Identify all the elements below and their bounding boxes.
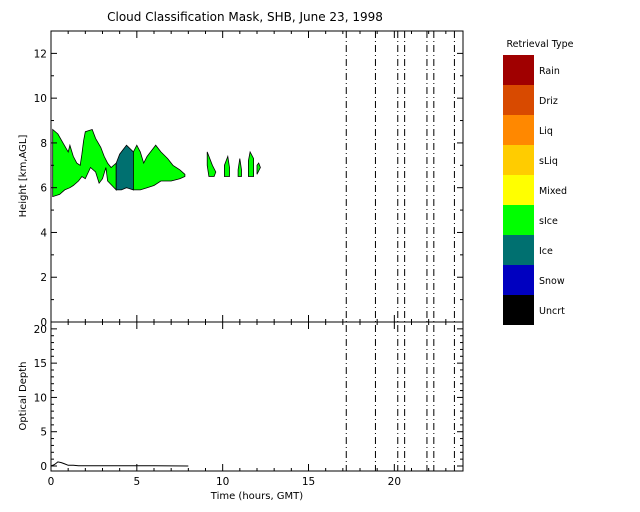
optical-depth-y-tick-label: 20 bbox=[34, 324, 47, 336]
optical-depth-plot-frame bbox=[50, 321, 464, 472]
optical-depth-y-ticks: 0 5 10 15 20 bbox=[34, 324, 463, 473]
mask-y-tick-label: 4 bbox=[40, 227, 47, 239]
mask-y-tick-label: 6 bbox=[40, 183, 47, 195]
legend-label-mixed: Mixed bbox=[539, 186, 567, 197]
legend: Retrieval Type Rain Driz Liq sLiq Mixed sIce I… bbox=[503, 39, 574, 325]
x-tick-label: 5 bbox=[133, 476, 140, 488]
legend-label-uncrt: Uncrt bbox=[539, 306, 565, 317]
legend-swatch-liq bbox=[503, 115, 534, 145]
chart-title: Cloud Classification Mask, SHB, June 23,… bbox=[107, 10, 383, 24]
optical-depth-series bbox=[50, 461, 189, 467]
cloud-region-sice-4 bbox=[223, 154, 230, 177]
mask-y-tick-label: 2 bbox=[40, 272, 47, 284]
cloud-region-sice-2 bbox=[132, 144, 186, 191]
optical-depth-y-axis-label: Optical Depth bbox=[18, 362, 29, 431]
mask-y-axis-label: Height [km,AGL] bbox=[18, 135, 29, 218]
legend-label-sice: sIce bbox=[539, 216, 558, 227]
optical-depth-y-tick-label: 0 bbox=[40, 461, 47, 473]
missing-data-lines bbox=[345, 31, 455, 471]
x-tick-label: 20 bbox=[388, 476, 401, 488]
optical-depth-y-tick-label: 15 bbox=[34, 358, 47, 370]
x-tick-label: 0 bbox=[48, 476, 55, 488]
cloud-regions bbox=[52, 128, 261, 198]
optical-depth-x-ticks: 0 5 10 15 20 bbox=[48, 322, 447, 488]
legend-swatch-driz bbox=[503, 85, 534, 115]
cloud-region-sice-6 bbox=[247, 150, 255, 177]
legend-label-rain: Rain bbox=[539, 66, 560, 77]
mask-y-tick-label: 8 bbox=[40, 138, 47, 150]
legend-label-liq: Liq bbox=[539, 126, 553, 137]
legend-swatch-rain bbox=[503, 55, 534, 85]
optical-depth-y-tick-label: 5 bbox=[40, 427, 47, 439]
legend-label-snow: Snow bbox=[539, 276, 565, 287]
x-tick-label: 10 bbox=[216, 476, 229, 488]
cloud-region-sice-7 bbox=[256, 162, 261, 175]
optical-depth-y-tick-label: 10 bbox=[34, 392, 47, 404]
legend-swatch-uncrt bbox=[503, 295, 534, 325]
legend-swatch-sice bbox=[503, 205, 534, 235]
cloud-mask-panel: 0 2 4 6 8 10 12 Height [km,AGL] bbox=[18, 30, 464, 329]
legend-label-ice: Ice bbox=[539, 246, 553, 257]
legend-label-driz: Driz bbox=[539, 96, 558, 107]
mask-y-tick-label: 10 bbox=[34, 93, 47, 105]
legend-swatch-mixed bbox=[503, 175, 534, 205]
mask-y-tick-label: 12 bbox=[34, 48, 47, 60]
legend-swatch-sliq bbox=[503, 145, 534, 175]
x-tick-label: 15 bbox=[302, 476, 315, 488]
mask-y-tick-label: 0 bbox=[40, 317, 47, 329]
legend-items: Rain Driz Liq sLiq Mixed sIce Ice Snow Uncrt bbox=[503, 55, 567, 325]
optical-depth-line bbox=[50, 461, 189, 467]
legend-swatch-snow bbox=[503, 265, 534, 295]
legend-title: Retrieval Type bbox=[506, 39, 573, 50]
legend-label-sliq: sLiq bbox=[539, 156, 558, 167]
optical-depth-panel: 0 5 10 15 20 0 5 10 15 20 Optical Depth Time (ho… bbox=[18, 321, 464, 502]
mask-y-ticks: 0 2 4 6 8 10 12 bbox=[34, 48, 463, 329]
x-axis-label: Time (hours, GMT) bbox=[210, 491, 304, 502]
cloud-region-sice-3 bbox=[206, 151, 217, 177]
cloud-region-sice-0 bbox=[52, 128, 117, 198]
cloud-region-sice-5 bbox=[237, 158, 242, 177]
legend-swatch-ice bbox=[503, 235, 534, 265]
cloud-region-ice-1 bbox=[115, 144, 134, 191]
